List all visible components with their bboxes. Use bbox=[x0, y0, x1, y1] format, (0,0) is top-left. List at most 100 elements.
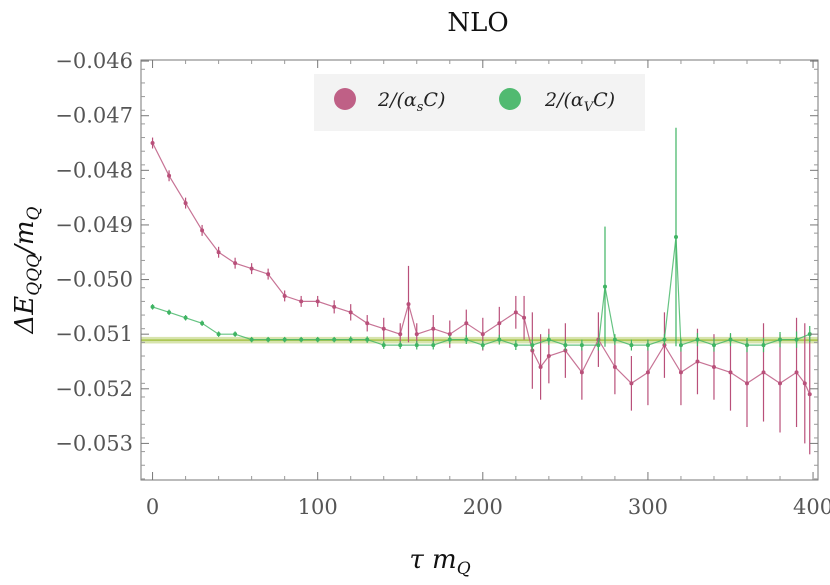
data-point bbox=[612, 364, 617, 369]
x-axis-label: τ mQ bbox=[409, 545, 470, 579]
data-point bbox=[695, 359, 700, 364]
data-point bbox=[645, 370, 650, 375]
data-point bbox=[266, 272, 271, 277]
data-point bbox=[249, 266, 254, 271]
data-point bbox=[150, 141, 155, 146]
data-point bbox=[381, 343, 386, 348]
data-point bbox=[711, 364, 716, 369]
data-point bbox=[629, 343, 634, 348]
data-point bbox=[629, 381, 634, 386]
y-tick-label: −0.046 bbox=[55, 49, 133, 73]
y-axis-label: ΔEQQQ/mQ bbox=[10, 206, 44, 334]
x-tick-label: 100 bbox=[298, 495, 338, 519]
data-point bbox=[233, 332, 238, 337]
legend-label-alpha-s: 2/(αsC) bbox=[377, 89, 445, 115]
data-point bbox=[761, 343, 766, 348]
data-point bbox=[406, 302, 411, 307]
data-point bbox=[183, 315, 188, 320]
data-point bbox=[332, 304, 337, 309]
data-point bbox=[414, 343, 419, 348]
series-1 bbox=[150, 127, 812, 353]
y-tick-label: −0.048 bbox=[55, 158, 133, 182]
chart-title: NLO bbox=[447, 8, 508, 38]
legend-marker-alpha-s bbox=[334, 88, 356, 110]
data-point bbox=[167, 310, 172, 315]
data-point bbox=[579, 370, 584, 375]
x-tick-label: 0 bbox=[146, 495, 159, 519]
data-point bbox=[794, 337, 799, 342]
data-point bbox=[530, 343, 535, 348]
data-point bbox=[348, 337, 353, 342]
data-point bbox=[612, 337, 617, 342]
data-point bbox=[596, 343, 601, 348]
x-tick-label: 300 bbox=[628, 495, 668, 519]
data-point bbox=[802, 381, 807, 386]
data-point bbox=[398, 343, 403, 348]
data-point bbox=[546, 354, 551, 359]
data-point bbox=[744, 343, 749, 348]
data-point bbox=[602, 284, 607, 289]
plot-frame bbox=[140, 59, 819, 481]
data-point bbox=[761, 370, 766, 375]
data-point bbox=[778, 381, 783, 386]
data-point bbox=[728, 370, 733, 375]
data-point bbox=[678, 370, 683, 375]
reference-band-layer bbox=[141, 336, 818, 344]
y-tick-label: −0.049 bbox=[55, 213, 133, 237]
data-point bbox=[332, 337, 337, 342]
data-point bbox=[282, 337, 287, 342]
data-point bbox=[778, 337, 783, 342]
y-tick-label: −0.052 bbox=[55, 377, 133, 401]
data-point bbox=[282, 293, 287, 298]
x-tick-label: 200 bbox=[463, 495, 503, 519]
ticks-layer: 0 100 200 300 400 −0.046 −0.047 −0.048 −0.049 −0.… bbox=[55, 49, 830, 519]
series-0 bbox=[150, 137, 812, 455]
data-point bbox=[579, 343, 584, 348]
data-point bbox=[315, 337, 320, 342]
data-point bbox=[381, 326, 386, 331]
data-point bbox=[431, 343, 436, 348]
data-point bbox=[315, 299, 320, 304]
data-point bbox=[480, 332, 485, 337]
data-point bbox=[365, 337, 370, 342]
data-point bbox=[365, 321, 370, 326]
data-point bbox=[414, 332, 419, 337]
data-point bbox=[348, 310, 353, 315]
data-point bbox=[249, 337, 254, 342]
data-point bbox=[464, 321, 469, 326]
data-point bbox=[538, 364, 543, 369]
data-point bbox=[546, 337, 551, 342]
data-point bbox=[744, 381, 749, 386]
y-tick-label: −0.050 bbox=[55, 268, 133, 292]
data-point bbox=[216, 250, 221, 255]
data-point bbox=[673, 234, 678, 239]
data-point bbox=[497, 337, 502, 342]
data-point bbox=[711, 343, 716, 348]
data-point bbox=[480, 343, 485, 348]
y-tick-label: −0.047 bbox=[55, 104, 133, 128]
data-point bbox=[299, 299, 304, 304]
data-point bbox=[728, 337, 733, 342]
data-point bbox=[678, 343, 683, 348]
data-point bbox=[563, 343, 568, 348]
data-point bbox=[695, 337, 700, 342]
data-point bbox=[233, 261, 238, 266]
legend-marker-alpha-v bbox=[499, 88, 521, 110]
y-tick-label: −0.051 bbox=[55, 322, 133, 346]
y-tick-label: −0.053 bbox=[55, 431, 133, 455]
series-layer bbox=[150, 127, 812, 455]
legend-box bbox=[314, 74, 645, 131]
data-point bbox=[431, 326, 436, 331]
data-point bbox=[216, 332, 221, 337]
data-point bbox=[266, 337, 271, 342]
data-point bbox=[150, 304, 155, 309]
data-point bbox=[513, 310, 518, 315]
data-point bbox=[200, 321, 205, 326]
data-point bbox=[464, 337, 469, 342]
data-point bbox=[807, 392, 812, 397]
data-point bbox=[522, 315, 527, 320]
x-tick-label: 400 bbox=[793, 495, 830, 519]
data-point bbox=[167, 173, 172, 178]
data-point bbox=[299, 337, 304, 342]
